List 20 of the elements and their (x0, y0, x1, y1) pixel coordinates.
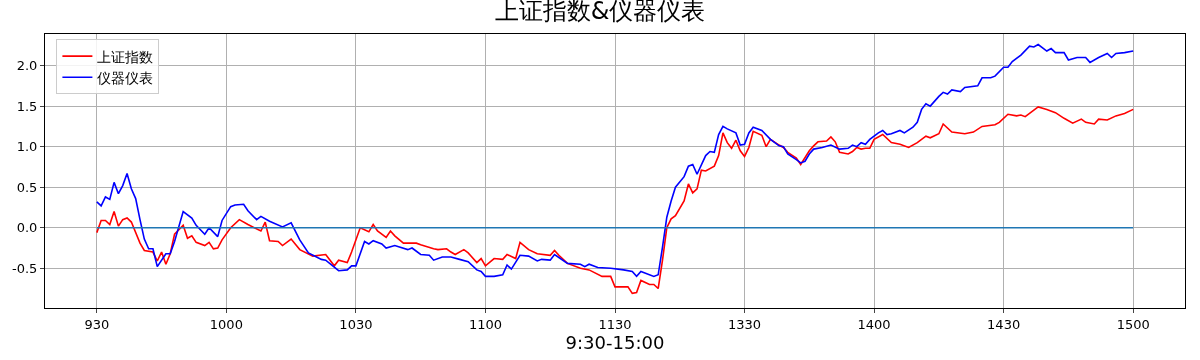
x-axis-title: 9:30-15:00 (565, 331, 665, 353)
line-series (96, 106, 1134, 295)
line-series (96, 43, 1134, 278)
x-tick-label: 1330 (728, 316, 762, 332)
x-tick-label: 1130 (598, 316, 632, 332)
x-tick-label: 930 (84, 316, 110, 332)
y-tick-label: 1.0 (16, 139, 38, 155)
x-tick-label: 1430 (987, 316, 1021, 332)
y-tick-label: 0.5 (16, 179, 38, 195)
y-tick-label: 2.0 (16, 58, 38, 74)
legend-label: 仪器仪表 (97, 69, 154, 86)
x-tick-label: 1400 (857, 316, 891, 332)
y-tick-label: -0.5 (12, 260, 38, 276)
x-tick-label: 1100 (468, 316, 502, 332)
y-tick-label: 0.0 (16, 220, 38, 236)
y-tick-label: 1.5 (16, 98, 38, 114)
x-tick-label: 1500 (1116, 316, 1150, 332)
x-tick-label: 1030 (339, 316, 373, 332)
x-tick-label: 1000 (209, 316, 243, 332)
legend-label: 上证指数 (97, 48, 154, 65)
